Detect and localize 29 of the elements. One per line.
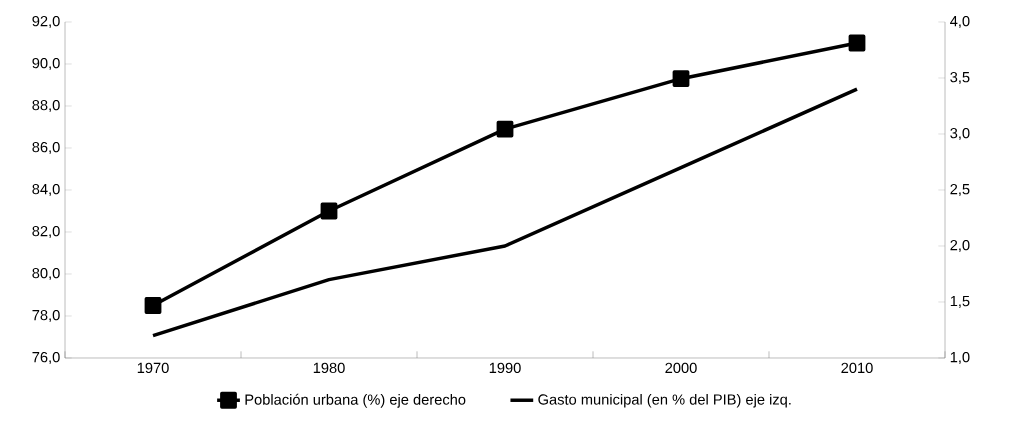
line-series (151, 87, 859, 338)
y2-tick-label: 3,0 (950, 128, 970, 141)
legend-label: Población urbana (%) eje derecho (245, 394, 466, 408)
y2-tick-label: 3,5 (950, 72, 970, 85)
x-tick-label: 1990 (489, 362, 521, 374)
point (320, 202, 338, 220)
y-tick-label: 88,0 (32, 100, 60, 113)
y-tick-label: 78,0 (32, 310, 60, 323)
point (848, 34, 866, 52)
y-tick-label: 76,0 (32, 352, 60, 365)
x-tick-label: 1980 (313, 362, 345, 374)
y-tick-label: 84,0 (32, 184, 60, 197)
legend-label: Gasto municipal (en % del PIB) eje izq. (538, 394, 791, 408)
y2-tick-label: 2,5 (950, 184, 970, 197)
x-tick-label: 2000 (665, 362, 697, 374)
point (144, 297, 162, 315)
point (496, 120, 514, 138)
x-tick-label: 1970 (137, 362, 169, 374)
y2-tick-label: 1,0 (950, 352, 970, 365)
y-tick-label: 90,0 (32, 58, 60, 71)
y-tick-label: 80,0 (32, 268, 60, 281)
y2-tick-label: 1,5 (950, 296, 970, 309)
y-tick-label: 82,0 (32, 226, 60, 239)
y-tick-label: 92,0 (32, 16, 60, 29)
y2-tick-label: 4,0 (950, 16, 970, 29)
x-tick-label: 2010 (841, 362, 873, 374)
y2-tick-label: 2,0 (950, 240, 970, 253)
y-tick-label: 86,0 (32, 142, 60, 155)
point (672, 70, 690, 88)
